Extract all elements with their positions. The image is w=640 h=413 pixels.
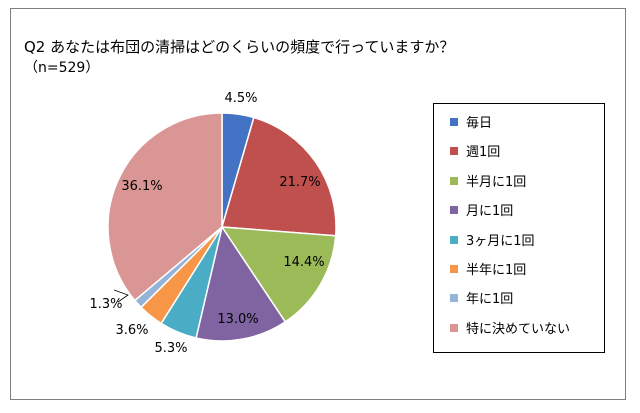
chart-subtitle: （n=529） <box>24 60 100 76</box>
pie-slice-4 <box>195 225 287 342</box>
legend-label: 年に1回 <box>466 292 514 308</box>
legend-item-6: 半年に1回 <box>450 263 526 279</box>
legend-swatch <box>450 323 458 332</box>
data-label-3: 14.4% <box>283 255 324 270</box>
legend-item-4: 月に1回 <box>450 204 513 220</box>
legend-label: 月に1回 <box>466 204 514 220</box>
data-label-2: 21.7% <box>279 175 320 190</box>
legend-swatch <box>450 265 458 273</box>
legend-label: 特に決めていない <box>466 321 571 337</box>
legend-item-5: 3ヶ月に1回 <box>450 234 535 250</box>
legend-label: 半月に1回 <box>466 174 527 190</box>
chart-title: Q2 あなたは布団の清掃はどのくらいの頻度で行っていますか？ <box>24 38 455 56</box>
pie-slice-2 <box>221 116 337 237</box>
pie-slice-3 <box>220 226 337 323</box>
data-label-1: 4.5% <box>224 91 257 106</box>
legend-swatch <box>450 118 458 126</box>
legend-item-2: 週1回 <box>450 145 500 161</box>
leader-line <box>113 289 129 303</box>
legend-label: 3ヶ月に1回 <box>466 233 535 249</box>
data-label-7: 1.3% <box>89 297 122 312</box>
legend-item-8: 特に決めていない <box>450 322 570 338</box>
legend-label: 毎日 <box>466 116 493 131</box>
data-label-4: 13.0% <box>217 312 258 327</box>
legend-swatch <box>450 206 458 215</box>
legend-swatch <box>450 235 458 244</box>
data-label-8: 36.1% <box>121 179 162 194</box>
legend-label: 週1回 <box>466 145 501 161</box>
legend-swatch <box>450 147 458 156</box>
chart-legend: 毎日週1回半月に1回月に1回 3ヶ月に1回 半年に1回年に1回特に決めていない <box>433 103 605 353</box>
legend-item-1: 毎日 <box>450 116 492 132</box>
pie-slice-8 <box>107 112 223 302</box>
legend-swatch <box>450 294 458 303</box>
legend-label: 半年に1回 <box>466 263 527 278</box>
legend-swatch <box>450 176 458 185</box>
data-label-5: 5.3% <box>154 341 187 356</box>
data-label-6: 3.6% <box>115 323 148 338</box>
legend-item-3: 半月に1回 <box>450 175 526 191</box>
legend-item-7: 年に1回 <box>450 292 513 308</box>
